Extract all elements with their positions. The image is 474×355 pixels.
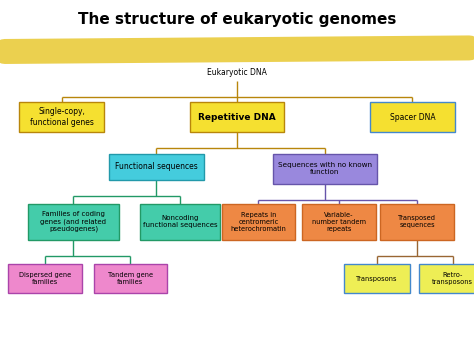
FancyBboxPatch shape (94, 264, 167, 293)
Text: Single-copy,
functional genes: Single-copy, functional genes (30, 108, 93, 127)
FancyBboxPatch shape (8, 264, 82, 293)
Text: Dispersed gene
families: Dispersed gene families (19, 272, 71, 285)
Text: Transposed
sequences: Transposed sequences (398, 215, 436, 228)
Text: Transposons: Transposons (356, 276, 398, 282)
FancyBboxPatch shape (419, 264, 474, 293)
FancyBboxPatch shape (302, 204, 375, 240)
FancyBboxPatch shape (19, 102, 104, 132)
FancyBboxPatch shape (380, 204, 454, 240)
Text: Tandem gene
families: Tandem gene families (108, 272, 153, 285)
Text: Noncoding
functional sequences: Noncoding functional sequences (143, 215, 218, 228)
FancyBboxPatch shape (221, 204, 295, 240)
FancyBboxPatch shape (190, 102, 284, 132)
FancyBboxPatch shape (370, 102, 455, 132)
FancyBboxPatch shape (273, 153, 377, 184)
Text: Repeats in
centromeric
heterochromatin: Repeats in centromeric heterochromatin (230, 212, 286, 232)
Text: Repetitive DNA: Repetitive DNA (198, 113, 276, 122)
Text: Spacer DNA: Spacer DNA (390, 113, 435, 122)
FancyBboxPatch shape (140, 204, 220, 240)
Text: Variable-
number tandem
repeats: Variable- number tandem repeats (312, 212, 366, 232)
Text: The structure of eukaryotic genomes: The structure of eukaryotic genomes (78, 12, 396, 27)
Text: Sequences with no known
function: Sequences with no known function (278, 162, 372, 175)
Text: Families of coding
genes (and related
pseudogenes): Families of coding genes (and related ps… (40, 211, 107, 233)
FancyBboxPatch shape (109, 153, 204, 180)
Text: Functional sequences: Functional sequences (115, 162, 198, 171)
Text: Eukaryotic DNA: Eukaryotic DNA (207, 68, 267, 77)
FancyBboxPatch shape (344, 264, 410, 293)
Text: Retro-
transposons: Retro- transposons (432, 272, 473, 285)
FancyBboxPatch shape (28, 204, 118, 240)
